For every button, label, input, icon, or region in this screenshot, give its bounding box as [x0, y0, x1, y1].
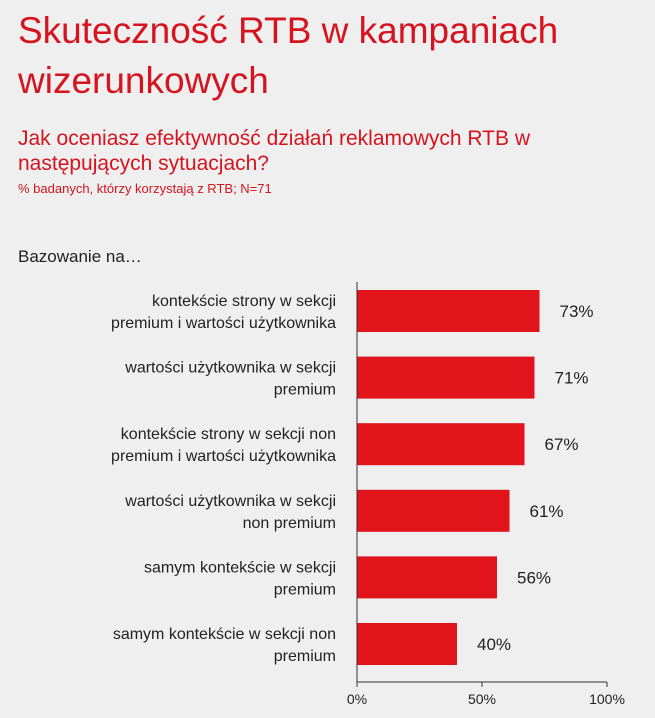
category-label-5-line-1: samym kontekście w sekcji: [144, 559, 336, 576]
x-tick-label-2: 50%: [468, 691, 496, 707]
sample-note: % badanych, którzy korzystają z RTB; N=7…: [18, 181, 272, 196]
x-tick-label-1: 0%: [347, 691, 367, 707]
value-label-2: 71%: [555, 369, 589, 388]
chart-subtitle: Jak oceniasz efektywność działań reklamo…: [18, 127, 530, 175]
category-label-6-line-1: samym kontekście w sekcji non: [113, 626, 336, 643]
category-label-4-line-2: non premium: [243, 515, 336, 532]
bar-chart: kontekście strony w sekcji premium i wart…: [111, 282, 625, 707]
bar-3: [357, 423, 525, 466]
category-label-5-line-2: premium: [274, 581, 336, 598]
bar-4: [357, 489, 510, 532]
category-label-6-line-2: premium: [274, 648, 336, 665]
category-label-2-line-2: premium: [274, 382, 336, 399]
value-label-5: 56%: [517, 568, 551, 587]
bar-5: [357, 556, 497, 599]
bar-2: [357, 356, 535, 399]
chart-title: Skuteczność RTB w kampaniach wizerunkowy…: [18, 10, 559, 101]
bar-1: [357, 290, 540, 332]
value-label-6: 40%: [477, 635, 511, 654]
x-tick-label-3: 100%: [589, 691, 625, 707]
value-label-4: 61%: [530, 502, 564, 521]
bar-6: [357, 623, 457, 665]
section-label: Bazowanie na…: [18, 247, 142, 266]
category-label-4-line-1: wartości użytkownika w sekcji: [124, 493, 336, 510]
category-label-3-line-1: kontekście strony w sekcji non: [121, 426, 336, 443]
category-label-1-line-1: kontekście strony w sekcji: [152, 293, 336, 310]
value-label-3: 67%: [545, 435, 579, 454]
category-label-2-line-1: wartości użytkownika w sekcji: [124, 360, 336, 377]
category-label-3-line-2: premium i wartości użytkownika: [111, 448, 336, 465]
category-label-1-line-2: premium i wartości użytkownika: [111, 315, 336, 332]
value-label-1: 73%: [560, 302, 594, 321]
